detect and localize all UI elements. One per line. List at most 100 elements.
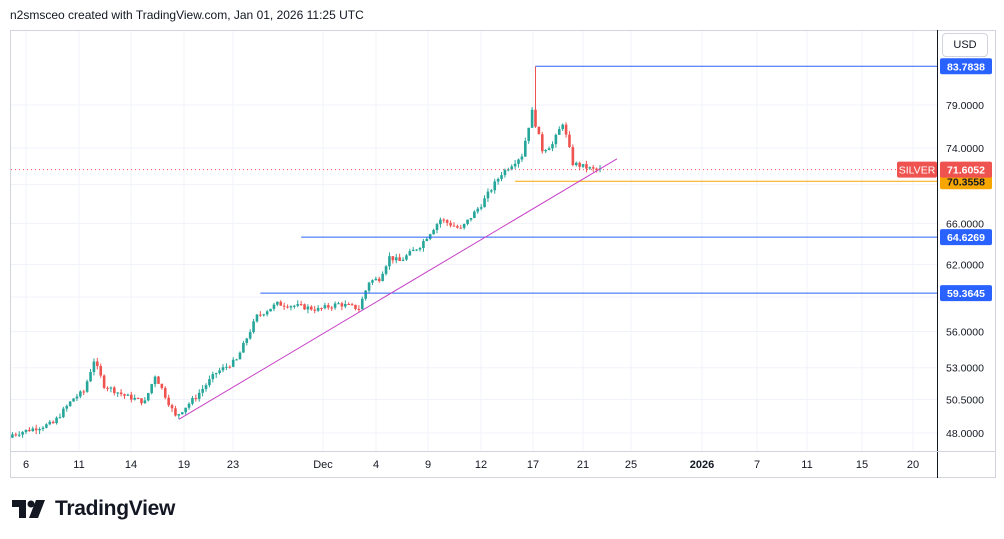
candle-body xyxy=(377,278,381,282)
candle-body xyxy=(330,307,333,309)
candle-body xyxy=(517,159,520,164)
y-tick-label: 79.0000 xyxy=(946,100,984,112)
current-price-badge xyxy=(940,161,992,178)
x-tick-label: 7 xyxy=(754,459,760,471)
candle-body xyxy=(595,168,598,170)
y-tick-label: 48.0000 xyxy=(946,428,984,440)
candle-body xyxy=(102,375,106,388)
candle-body xyxy=(24,429,28,433)
candle-body xyxy=(282,305,286,307)
candle-body xyxy=(310,306,313,310)
candle-body xyxy=(99,366,103,376)
price-level-label: 83.7838 xyxy=(947,61,985,73)
candle-body xyxy=(119,392,123,395)
candle-body xyxy=(327,305,330,308)
candle-body xyxy=(496,178,500,182)
candle-body xyxy=(163,388,167,398)
candle-body xyxy=(544,150,547,152)
candle-body xyxy=(191,398,194,404)
candle-body xyxy=(38,429,41,431)
candle-body xyxy=(435,224,439,231)
currency-button[interactable]: USD xyxy=(942,33,988,57)
candle-body xyxy=(347,304,350,306)
candle-body xyxy=(265,311,269,315)
candle-body xyxy=(388,256,391,267)
candle-body xyxy=(425,238,429,242)
candle-body xyxy=(561,124,564,130)
candle-body xyxy=(493,181,497,191)
candle-body xyxy=(360,298,364,310)
candle-body xyxy=(259,314,262,316)
candle-body xyxy=(48,421,52,425)
candle-body xyxy=(337,303,340,305)
candle-body xyxy=(45,424,48,428)
x-tick-label: 23 xyxy=(227,459,239,471)
x-tick-label: 6 xyxy=(23,459,29,471)
candle-body xyxy=(286,306,289,308)
candle-body xyxy=(442,219,446,221)
candle-body xyxy=(574,162,578,166)
candle-body xyxy=(384,266,388,274)
candle-body xyxy=(245,338,249,343)
candle-body xyxy=(11,434,14,438)
candle-body xyxy=(408,251,412,256)
tradingview-logo[interactable]: TradingView xyxy=(12,497,175,521)
y-tick-label: 74.0000 xyxy=(946,143,984,155)
candle-body xyxy=(333,303,337,308)
candle-body xyxy=(106,387,109,389)
candle-body xyxy=(62,408,65,418)
candle-body xyxy=(174,408,177,416)
candle-body xyxy=(303,304,306,310)
candle-body xyxy=(510,166,514,170)
candle-body xyxy=(445,220,449,223)
candle-body xyxy=(398,257,401,261)
price-level-label: 64.6269 xyxy=(947,232,985,244)
candle-body xyxy=(82,391,86,393)
candle-body xyxy=(456,226,459,228)
trendline xyxy=(178,158,618,420)
candle-body xyxy=(486,191,490,199)
candle-body xyxy=(306,306,310,310)
candle-body xyxy=(316,307,320,311)
x-tick-label: 2026 xyxy=(690,459,714,471)
candle-body xyxy=(289,306,293,308)
candle-body xyxy=(557,129,561,135)
candle-body xyxy=(462,223,466,228)
price-level-badge xyxy=(940,58,992,75)
candle-body xyxy=(41,427,45,430)
candle-body xyxy=(296,304,300,306)
candle-body xyxy=(17,434,21,436)
price-level-label: 70.3558 xyxy=(947,176,985,188)
candle-body xyxy=(411,249,415,252)
candle-body xyxy=(58,417,62,419)
candle-body xyxy=(350,304,354,306)
candle-body xyxy=(89,372,92,382)
candle-body xyxy=(231,359,235,367)
x-tick-label: 14 xyxy=(125,459,137,471)
x-tick-label: 20 xyxy=(907,459,919,471)
candle-body xyxy=(479,207,483,209)
tradingview-logo-icon xyxy=(12,500,45,518)
candle-body xyxy=(554,134,558,145)
candle-body xyxy=(72,398,75,402)
candle-body xyxy=(201,388,204,393)
price-level-badge xyxy=(940,229,992,246)
candle-body xyxy=(293,305,296,307)
candle-body xyxy=(483,198,486,208)
candle-body xyxy=(143,400,147,404)
candle-body xyxy=(221,367,225,371)
candle-body xyxy=(133,398,136,400)
symbol-badge xyxy=(897,161,937,178)
candle-body xyxy=(214,373,218,375)
candle-body xyxy=(123,394,126,396)
candle-body xyxy=(534,109,537,127)
candle-body xyxy=(79,391,82,397)
candle-body xyxy=(157,376,160,384)
candle-body xyxy=(320,307,323,309)
candle-body xyxy=(197,392,201,399)
candle-body xyxy=(255,314,259,322)
candle-body xyxy=(469,218,473,220)
candle-body xyxy=(547,148,551,151)
candle-body xyxy=(194,398,198,400)
